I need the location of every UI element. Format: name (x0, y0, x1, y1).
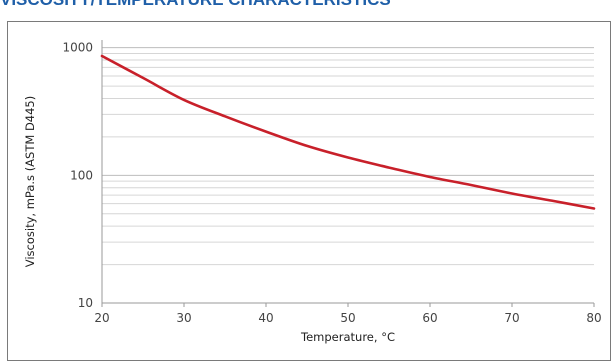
series-layer (100, 54, 596, 210)
section-title: VISCOSITY/TEMPERATURE CHARACTERISTICS (0, 0, 391, 10)
x-axis-label: Temperature, °C (300, 330, 395, 344)
series-line (100, 54, 596, 210)
x-tick-label: 60 (422, 311, 437, 325)
x-tick-label: 70 (504, 311, 519, 325)
x-tick-label: 20 (94, 311, 109, 325)
y-tick-label: 100 (70, 168, 93, 182)
y-tick-labels: 10 100 1000 (62, 41, 93, 310)
x-tick-label: 40 (258, 311, 273, 325)
y-axis-label: Viscosity, mPa.s (ASTM D445) (23, 96, 37, 268)
axes (101, 40, 594, 304)
x-tick-label: 50 (340, 311, 355, 325)
y-tick-label: 10 (78, 296, 93, 310)
x-tick-label: 80 (586, 311, 601, 325)
x-tick-labels: 20 30 40 50 60 70 80 (94, 303, 602, 325)
minor-gridlines (102, 53, 594, 266)
x-tick-label: 30 (176, 311, 191, 325)
y-tick-label: 1000 (62, 41, 93, 55)
